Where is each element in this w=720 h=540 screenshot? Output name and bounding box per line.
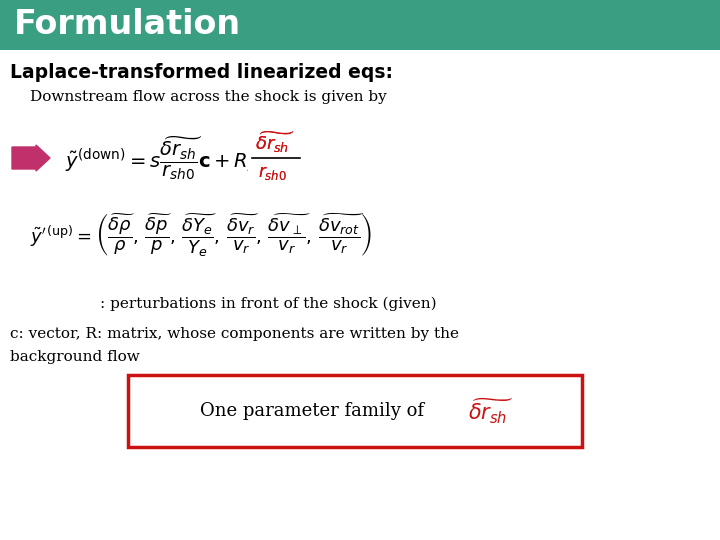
Text: $r_{sh0}$: $r_{sh0}$ — [258, 164, 287, 182]
Text: $\tilde{y}^{\rm (down)} = s\dfrac{\widetilde{\delta r_{sh}}}{r_{sh0}}\mathbf{c} : $\tilde{y}^{\rm (down)} = s\dfrac{\widet… — [65, 134, 294, 182]
FancyArrow shape — [12, 145, 50, 171]
Text: $\widetilde{\delta r_{sh}}$: $\widetilde{\delta r_{sh}}$ — [255, 129, 295, 155]
Text: Downstream flow across the shock is given by: Downstream flow across the shock is give… — [30, 90, 387, 104]
Text: c: vector, R: matrix, whose components are written by the: c: vector, R: matrix, whose components a… — [10, 327, 459, 341]
Text: $\widetilde{\delta r_{sh}}$: $\widetilde{\delta r_{sh}}$ — [468, 396, 513, 426]
Text: $\tilde{y}^{\prime\,\rm (up)} = \left(\dfrac{\widetilde{\delta\rho}}{\rho},\, \d: $\tilde{y}^{\prime\,\rm (up)} = \left(\d… — [30, 212, 372, 259]
Text: : perturbations in front of the shock (given): : perturbations in front of the shock (g… — [100, 297, 436, 311]
Text: background flow: background flow — [10, 350, 140, 364]
FancyBboxPatch shape — [248, 127, 368, 185]
Text: $\widetilde{\delta r_{sh}}$: $\widetilde{\delta r_{sh}}$ — [255, 129, 295, 155]
FancyBboxPatch shape — [128, 375, 582, 447]
Text: One parameter family of: One parameter family of — [200, 402, 436, 420]
Text: Formulation: Formulation — [14, 9, 241, 42]
FancyBboxPatch shape — [0, 0, 720, 50]
Text: $r_{sh0}$: $r_{sh0}$ — [258, 164, 287, 182]
Text: Laplace-transformed linearized eqs:: Laplace-transformed linearized eqs: — [10, 63, 393, 82]
